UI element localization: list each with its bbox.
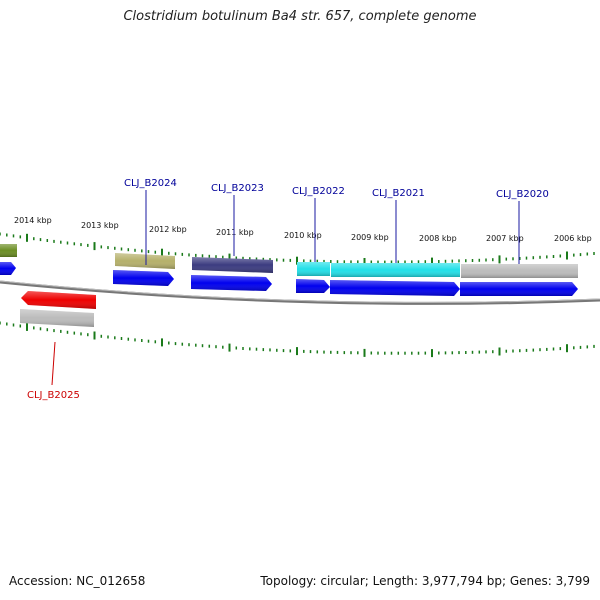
accession-text: Accession: NC_012658 bbox=[9, 574, 146, 588]
gene-leader-lines bbox=[51, 190, 520, 386]
kbp-label-2011: 2011 kbp bbox=[216, 228, 254, 237]
gene-label-clj-b2024[interactable]: CLJ_B2024 bbox=[124, 178, 177, 189]
kbp-label-2013: 2013 kbp bbox=[81, 221, 119, 230]
tick-ring-upper bbox=[0, 232, 595, 266]
kbp-label-2006: 2006 kbp bbox=[554, 234, 592, 243]
kbp-label-2014: 2014 kbp bbox=[14, 216, 52, 225]
gene-label-clj-b2025[interactable]: CLJ_B2025 bbox=[27, 390, 80, 401]
tick-ring-lower bbox=[0, 321, 595, 358]
kbp-label-2007: 2007 kbp bbox=[486, 234, 524, 243]
gene-label-clj-b2023[interactable]: CLJ_B2023 bbox=[211, 183, 264, 194]
genome-title: Clostridium botulinum Ba4 str. 657, comp… bbox=[123, 9, 477, 24]
kbp-label-2010: 2010 kbp bbox=[284, 231, 322, 240]
gene-label-clj-b2021[interactable]: CLJ_B2021 bbox=[372, 188, 425, 199]
kbp-labels: 2014 kbp 2013 kbp 2012 kbp 2011 kbp 2010… bbox=[14, 216, 592, 243]
genome-backbone bbox=[0, 280, 600, 305]
cds-track-reverse bbox=[20, 291, 96, 327]
kbp-label-2009: 2009 kbp bbox=[351, 233, 389, 242]
genome-summary-text: Topology: circular; Length: 3,977,794 bp… bbox=[260, 574, 590, 588]
feature-track-upper bbox=[0, 244, 578, 278]
gene-labels: CLJ_B2024 CLJ_B2023 CLJ_B2022 CLJ_B2021 … bbox=[27, 178, 549, 401]
genome-backbone-highlight bbox=[0, 280, 600, 303]
cds-track-forward bbox=[0, 262, 578, 296]
kbp-label-2012: 2012 kbp bbox=[149, 225, 187, 234]
kbp-label-2008: 2008 kbp bbox=[419, 234, 457, 243]
gene-label-clj-b2020[interactable]: CLJ_B2020 bbox=[496, 189, 549, 200]
gene-label-clj-b2022[interactable]: CLJ_B2022 bbox=[292, 186, 345, 197]
